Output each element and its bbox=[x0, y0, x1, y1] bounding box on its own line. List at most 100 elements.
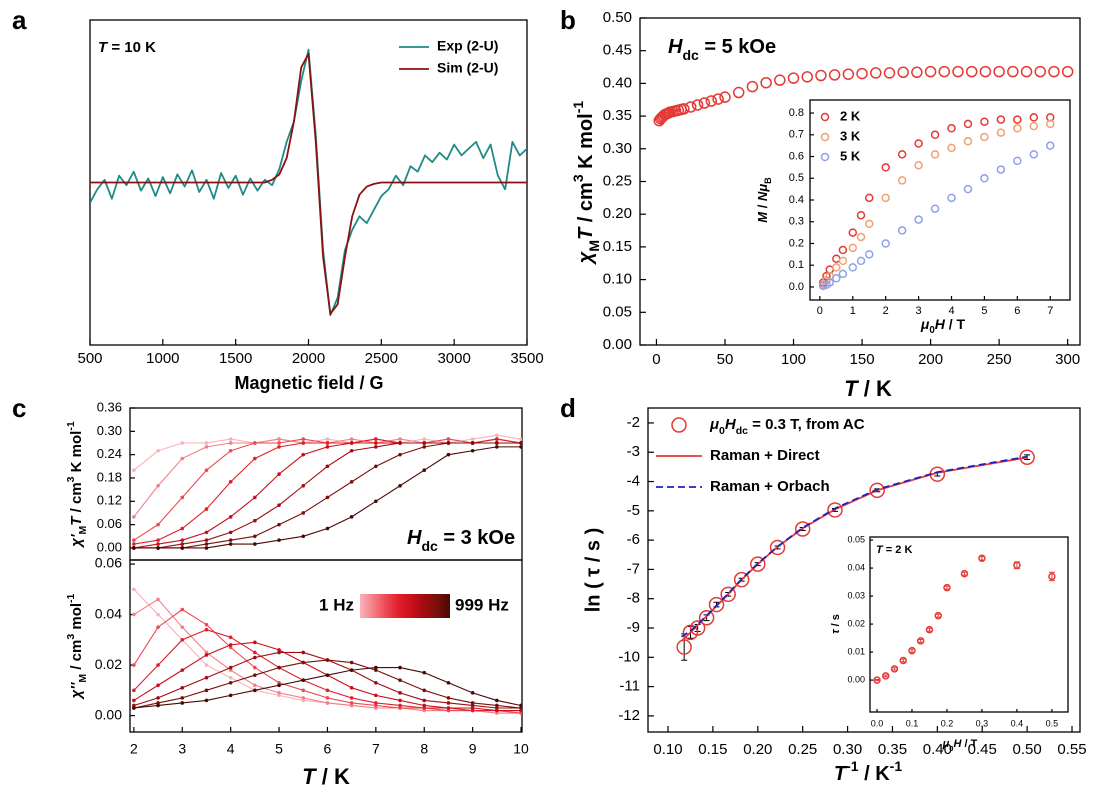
legend-label: Sim (2-U) bbox=[437, 60, 498, 76]
label-part: / K bbox=[858, 376, 892, 401]
data-point bbox=[398, 452, 402, 457]
y-tick-label: 0.04 bbox=[95, 605, 122, 621]
data-point bbox=[881, 193, 890, 203]
data-point bbox=[930, 150, 940, 159]
data-point bbox=[204, 530, 209, 535]
data-point bbox=[897, 150, 907, 159]
y-tick-label: -9 bbox=[627, 619, 640, 636]
panel-letter: a bbox=[12, 5, 27, 35]
data-point bbox=[980, 174, 989, 183]
data-point bbox=[204, 688, 209, 693]
panel-letter: d bbox=[560, 393, 576, 423]
data-point bbox=[156, 701, 160, 705]
data-point bbox=[848, 263, 858, 272]
x-tick-label: 200 bbox=[918, 351, 943, 368]
data-point bbox=[952, 65, 964, 78]
data-point bbox=[253, 650, 257, 655]
data-point bbox=[1019, 449, 1035, 465]
y-axis-title: M / NμB bbox=[755, 177, 773, 223]
label-part: χ bbox=[68, 537, 85, 549]
x-tick-label: 1 bbox=[850, 305, 856, 317]
data-point bbox=[470, 448, 475, 453]
data-point bbox=[815, 69, 827, 82]
data-point bbox=[470, 703, 475, 708]
label-part: H bbox=[935, 316, 946, 332]
data-point bbox=[446, 437, 451, 441]
data-point bbox=[712, 93, 724, 105]
data-point bbox=[253, 542, 257, 546]
data-point bbox=[470, 691, 475, 695]
x-tick-label: 3 bbox=[178, 741, 186, 757]
y-tick-label: 0.20 bbox=[603, 205, 632, 222]
plot-frame bbox=[809, 99, 1071, 301]
data-point bbox=[156, 612, 160, 617]
label-part: = 10 K bbox=[107, 39, 156, 56]
data-point bbox=[733, 571, 750, 588]
data-point bbox=[325, 437, 330, 441]
data-point bbox=[277, 680, 281, 685]
data-point bbox=[1034, 65, 1046, 78]
data-point bbox=[470, 706, 475, 710]
data-point bbox=[228, 515, 233, 519]
x-tick-label: 0 bbox=[652, 351, 660, 368]
data-point bbox=[1020, 65, 1033, 78]
data-point bbox=[132, 587, 136, 592]
data-point bbox=[204, 622, 209, 627]
data-point bbox=[301, 441, 306, 445]
data-point bbox=[883, 67, 896, 79]
y-tick-label: 0.00 bbox=[95, 706, 122, 722]
data-point bbox=[938, 65, 951, 78]
y-tick-label: -4 bbox=[627, 472, 640, 489]
data-point bbox=[374, 441, 378, 445]
data-point bbox=[180, 696, 185, 700]
data-point bbox=[914, 139, 923, 148]
data-point bbox=[881, 163, 890, 172]
x-tick-label: 0.55 bbox=[1057, 741, 1086, 758]
data-point bbox=[228, 480, 233, 484]
y-axis-title: χ'MT / cm3 K mol-1 bbox=[65, 421, 89, 549]
data-point bbox=[838, 256, 848, 266]
data-point bbox=[708, 596, 725, 613]
data-point bbox=[676, 639, 692, 655]
data-point bbox=[132, 612, 136, 617]
data-point bbox=[204, 546, 209, 550]
data-point bbox=[916, 637, 925, 645]
y-tick-label: -10 bbox=[618, 648, 640, 665]
y-tick-label: 0.06 bbox=[95, 555, 122, 571]
x-tick-label: 50 bbox=[717, 351, 734, 368]
y-tick-label: -8 bbox=[627, 590, 640, 607]
data-point bbox=[374, 437, 378, 441]
data-point bbox=[750, 556, 766, 572]
data-point bbox=[204, 542, 209, 546]
data-point bbox=[132, 515, 136, 519]
data-point bbox=[822, 271, 831, 281]
y-tick-label: 0.24 bbox=[97, 446, 122, 461]
data-point bbox=[253, 683, 257, 688]
data-point bbox=[228, 693, 233, 698]
data-point bbox=[422, 706, 427, 710]
x-tick-label: 6 bbox=[1014, 305, 1020, 317]
data-point bbox=[980, 117, 989, 126]
y-tick-label: 0.4 bbox=[789, 194, 804, 206]
label-part: -1 bbox=[846, 758, 859, 774]
label-part: / cm bbox=[575, 182, 597, 228]
label-part: M bbox=[755, 211, 770, 223]
data-point bbox=[301, 483, 306, 488]
data-point bbox=[1029, 150, 1039, 159]
data-point bbox=[301, 452, 306, 457]
x-tick-label: 0.1 bbox=[906, 718, 919, 728]
data-point bbox=[993, 65, 1005, 78]
data-point bbox=[495, 706, 499, 710]
y-tick-label: 0.2 bbox=[789, 237, 804, 249]
x-axis-title: T-1 / K-1 bbox=[834, 758, 902, 786]
data-point bbox=[398, 437, 402, 441]
data-point bbox=[911, 66, 923, 79]
x-axis-title: μ0H / T bbox=[942, 738, 978, 753]
label-part: dc bbox=[421, 538, 438, 554]
legend-key bbox=[820, 152, 830, 162]
data-point bbox=[924, 65, 937, 78]
y-tick-label: 0.04 bbox=[847, 562, 865, 572]
data-point bbox=[180, 701, 185, 705]
data-point bbox=[1061, 65, 1074, 78]
y-tick-label: -12 bbox=[618, 707, 640, 724]
